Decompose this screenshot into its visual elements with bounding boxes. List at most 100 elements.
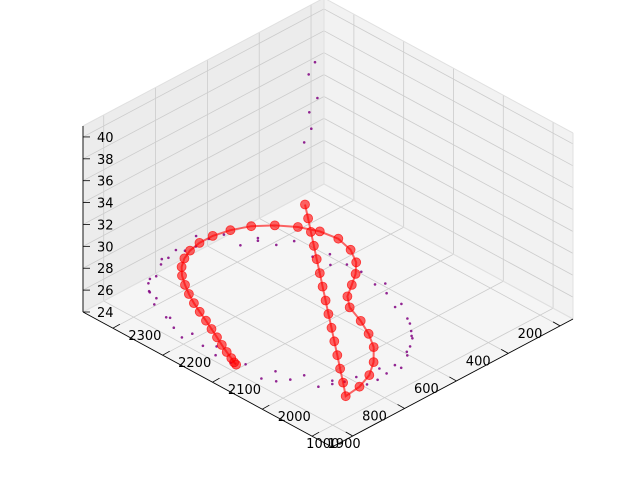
axis-edges xyxy=(82,0,574,448)
path-marker xyxy=(326,322,337,333)
scatter-point xyxy=(159,263,163,266)
path-marker xyxy=(320,295,331,306)
path-marker xyxy=(305,226,316,237)
scatter-point xyxy=(408,345,412,348)
path-marker xyxy=(346,279,357,290)
y-tick-label: 2300 xyxy=(128,329,161,344)
path-marker xyxy=(340,391,351,402)
path-marker xyxy=(333,233,344,244)
path-series xyxy=(176,199,379,402)
scatter-point xyxy=(385,372,388,375)
scatter-point xyxy=(148,277,152,281)
path-marker xyxy=(207,230,218,241)
path-marker xyxy=(314,268,325,279)
scatter-point xyxy=(260,377,263,380)
scatter-point xyxy=(409,329,413,333)
path-marker xyxy=(300,199,310,210)
x-tick xyxy=(449,376,457,382)
pane-edge xyxy=(82,0,322,127)
y-tick xyxy=(212,377,220,383)
path-marker xyxy=(246,221,257,232)
x-tick-label: 200 xyxy=(518,327,543,342)
scatter-point xyxy=(214,353,217,357)
scatter-point xyxy=(201,344,205,348)
z-tick-label: 24 xyxy=(97,306,114,321)
y-tick-label: 2000 xyxy=(278,410,311,425)
x-tick xyxy=(397,404,405,409)
path-marker xyxy=(314,226,325,237)
y-tick-label: 2100 xyxy=(228,383,261,398)
scatter-point xyxy=(399,366,403,370)
scatter-point xyxy=(164,316,168,319)
scatter-point xyxy=(405,350,409,354)
pane-left-wall xyxy=(324,0,573,319)
y-tick xyxy=(112,323,121,329)
y-tick xyxy=(311,431,320,437)
scatter-point xyxy=(302,374,306,377)
path-marker xyxy=(355,315,366,326)
z-tick-label: 40 xyxy=(97,131,114,146)
scatter-point xyxy=(168,316,172,320)
path-marker xyxy=(323,309,334,319)
scatter-point xyxy=(331,379,334,383)
scatter-point xyxy=(147,282,150,285)
path-marker xyxy=(342,291,353,302)
x-tick xyxy=(501,349,509,354)
scatter-point xyxy=(191,332,194,336)
path-marker xyxy=(185,245,195,256)
path-marker xyxy=(308,240,319,251)
scatter-point xyxy=(317,385,320,389)
path-marker xyxy=(179,253,190,264)
scatter-point xyxy=(393,363,397,367)
z-tick-label: 38 xyxy=(97,153,114,168)
axis-panes xyxy=(83,0,573,447)
z-tick-label: 30 xyxy=(97,240,114,255)
scatter-point xyxy=(289,378,292,381)
path-marker xyxy=(194,237,205,248)
path-marker xyxy=(212,332,222,343)
scatter-point xyxy=(384,282,387,285)
scatter-point xyxy=(256,236,260,240)
pane-edge xyxy=(82,183,325,313)
path-marker xyxy=(344,302,355,313)
path-marker xyxy=(351,257,362,268)
x-tick xyxy=(345,431,353,437)
y-tick-label: 1900 xyxy=(328,437,361,452)
scatter-point xyxy=(376,378,379,382)
scatter-point xyxy=(360,270,363,274)
path-marker xyxy=(338,377,349,388)
path-marker xyxy=(188,298,199,309)
pane-edge xyxy=(323,183,574,320)
path-marker xyxy=(269,220,280,231)
path-marker xyxy=(183,289,194,299)
scatter-point xyxy=(275,243,278,247)
scatter-point xyxy=(385,291,388,295)
path-marker xyxy=(216,339,227,350)
path-marker xyxy=(194,306,205,317)
path-marker xyxy=(345,244,356,255)
x-tick xyxy=(552,321,561,327)
scatter-point xyxy=(172,326,176,330)
scatter-point xyxy=(378,367,381,370)
scatter-point xyxy=(355,375,358,379)
scatter-point xyxy=(180,336,184,339)
scatter-point xyxy=(256,239,260,242)
path-marker xyxy=(368,342,379,353)
path-marker xyxy=(354,381,365,392)
z-tick-label: 26 xyxy=(97,284,114,299)
x-axis-line xyxy=(331,318,574,448)
scatter-point xyxy=(307,73,311,76)
path-marker xyxy=(292,222,303,232)
scatter-point xyxy=(274,380,278,383)
scatter-point xyxy=(329,263,332,267)
y-tick xyxy=(262,404,270,410)
scatter-point xyxy=(148,291,152,294)
scatter-point xyxy=(239,244,242,247)
scatter-point xyxy=(411,337,414,340)
x-tick-label: 1000 xyxy=(306,437,339,452)
scatter-point xyxy=(313,60,317,64)
scatter-point xyxy=(331,382,334,386)
scatter-point xyxy=(194,234,198,238)
scatter-point xyxy=(345,263,349,266)
